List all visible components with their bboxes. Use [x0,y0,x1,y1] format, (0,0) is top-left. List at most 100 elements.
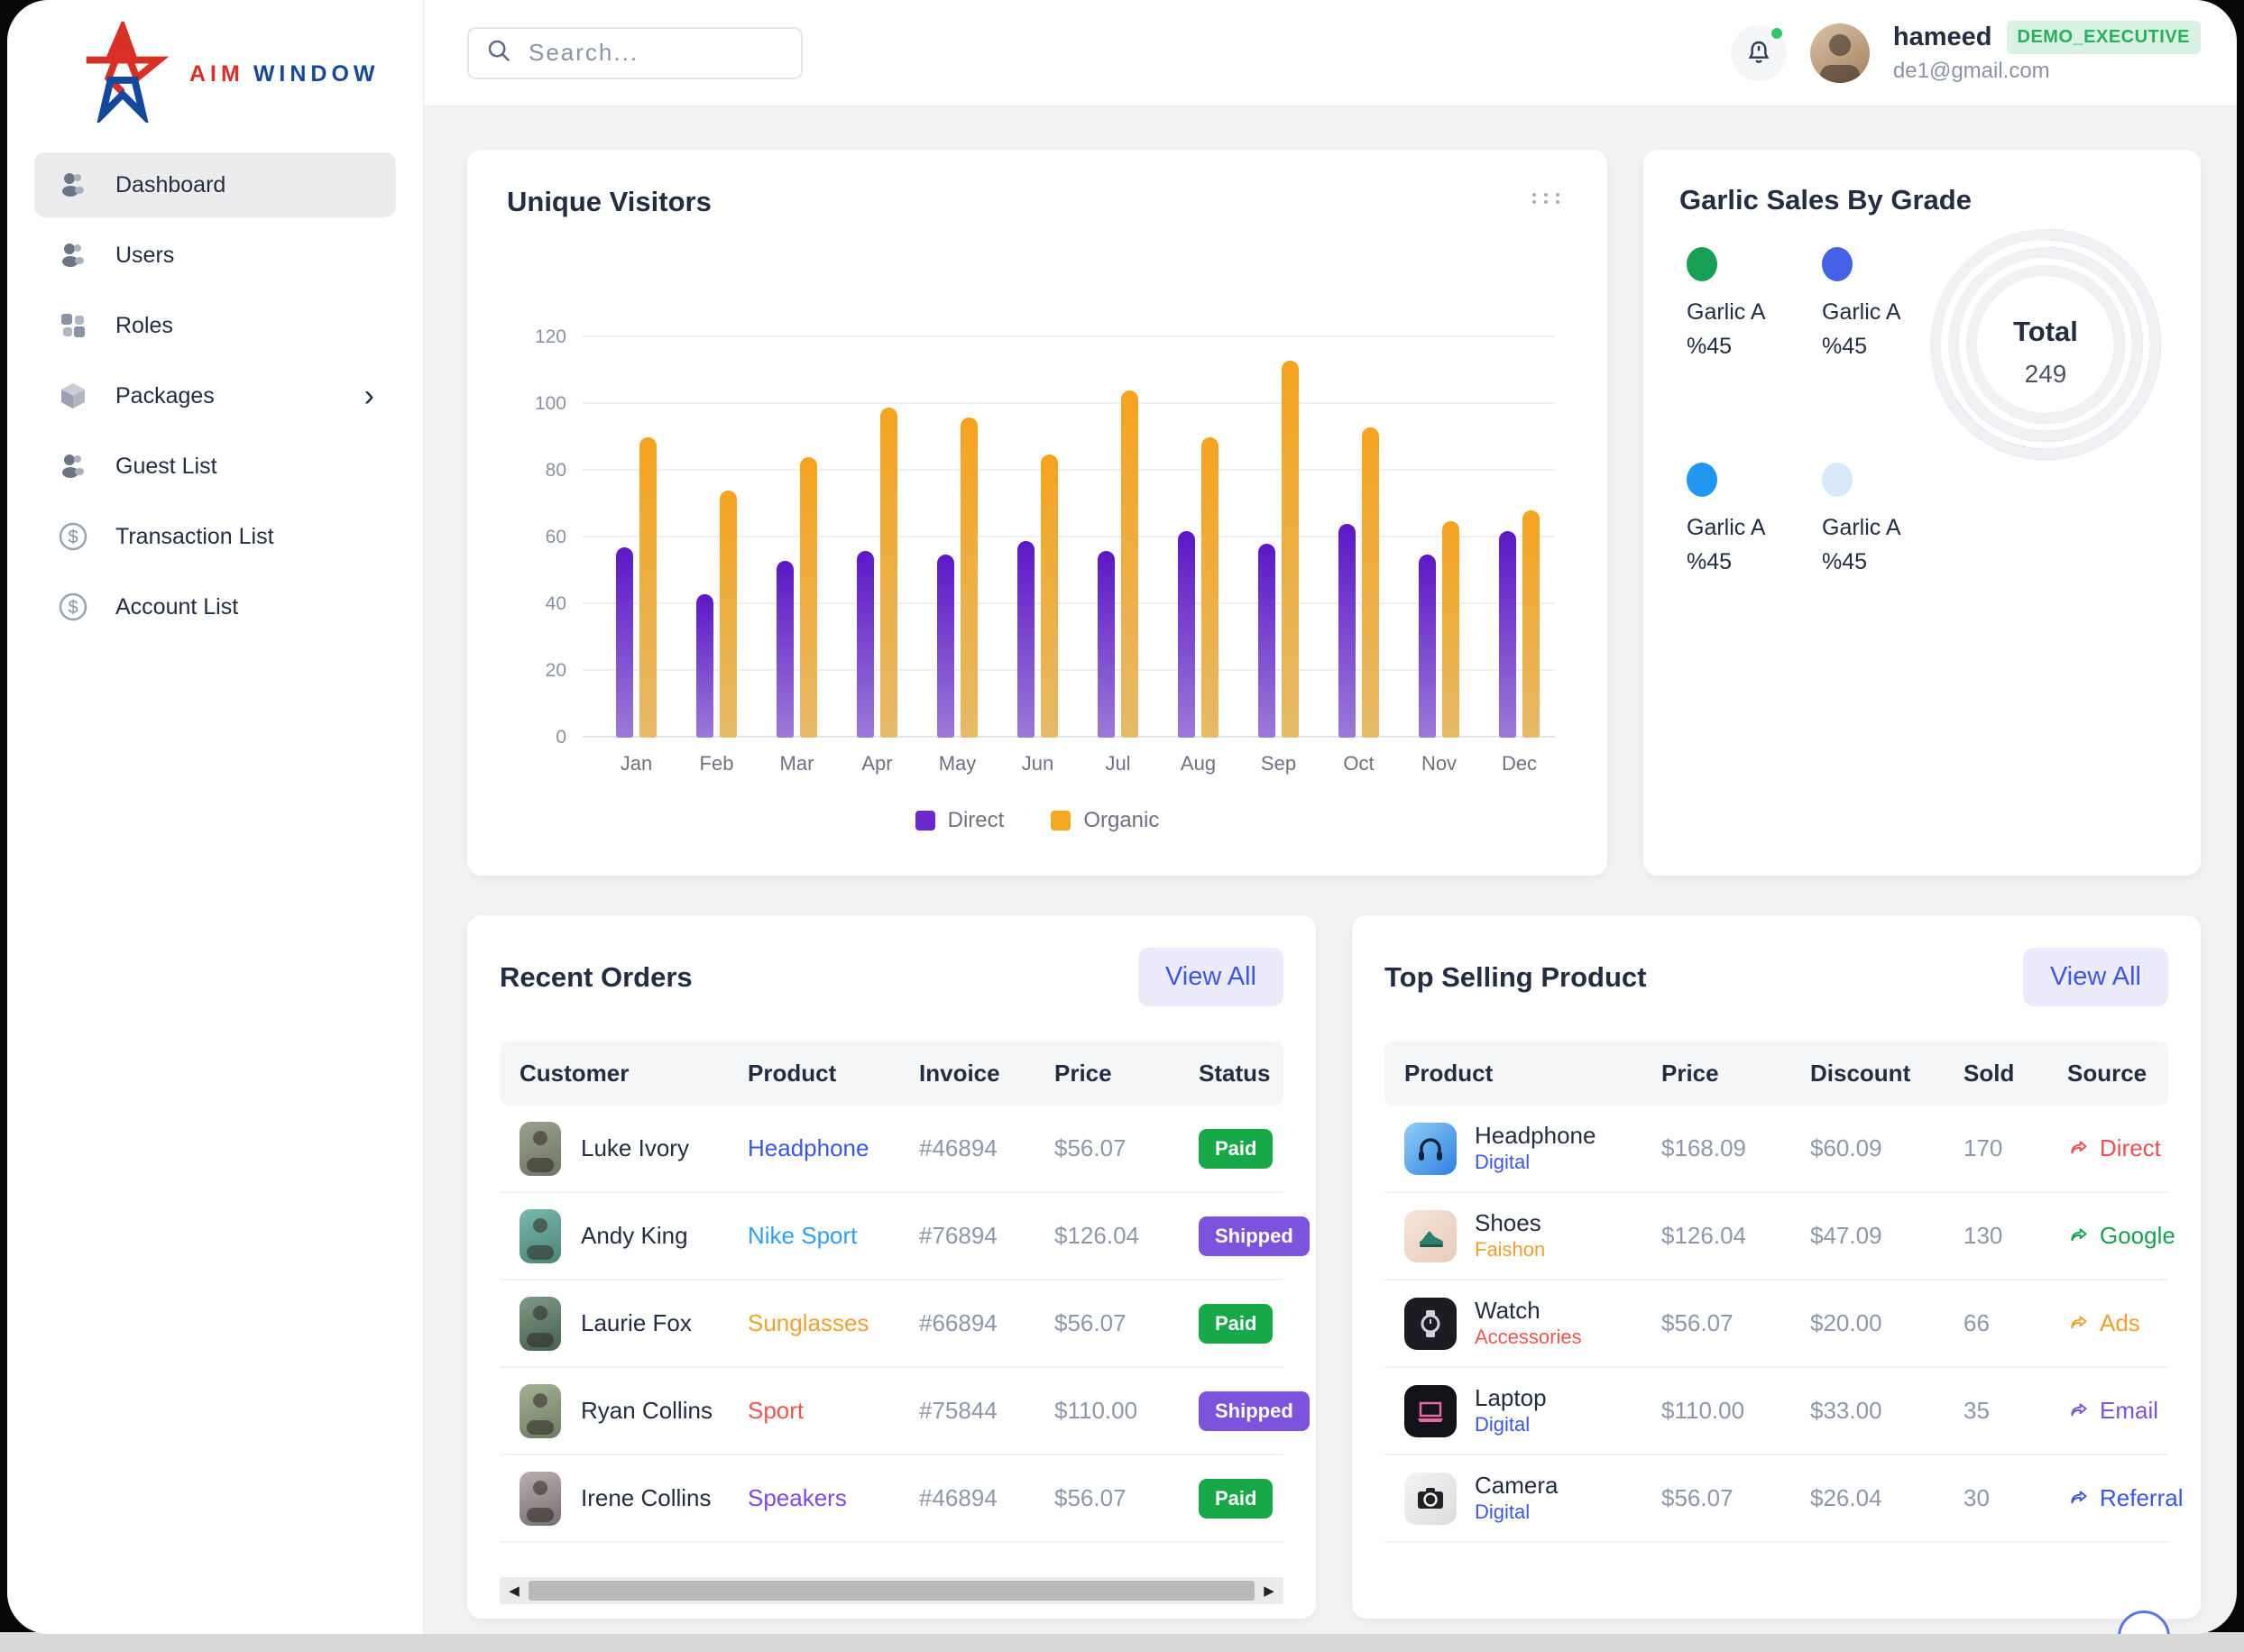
users-icon [56,449,90,483]
source-link[interactable]: Google [2067,1222,2193,1250]
direct-bar-nov[interactable] [1419,555,1436,739]
price-value: $56.07 [1661,1484,1810,1512]
product-row-camera[interactable]: CameraDigital$56.07$26.0430Referral [1384,1455,2168,1543]
y-axis-tick: 80 [514,460,566,482]
customer-name: Irene Collins [581,1484,712,1512]
legend-dot [1687,463,1717,497]
order-row-ryan-collins[interactable]: Ryan CollinsSport#75844$110.00Shipped [500,1368,1283,1455]
product-row-shoes[interactable]: ShoesFaishon$126.04$47.09130Google [1384,1193,2168,1280]
organic-bar-jul[interactable] [1121,390,1138,738]
direct-bar-dec[interactable] [1499,531,1516,738]
legend-label: Garlic A %45 [1687,511,1777,579]
direct-bar-mar[interactable] [777,561,794,738]
recent-orders-header-row: CustomerProductInvoicePriceStatus [500,1041,1283,1106]
customer-name: Luke Ivory [581,1134,689,1162]
price-value: $168.09 [1661,1134,1810,1162]
sidebar-item-packages[interactable]: Packages› [34,363,396,428]
role-badge: DEMO_EXECUTIVE [2007,21,2201,54]
organic-bar-sep[interactable] [1282,361,1299,738]
scroll-right-icon[interactable]: ▶ [1255,1583,1283,1599]
app-window: AIMWINDOW DashboardUsersRolesPackages› Gu… [7,0,2237,1634]
customer-avatar [520,1209,561,1263]
organic-bar-aug[interactable] [1201,437,1219,738]
status-cell: Paid [1199,1304,1307,1344]
product-link[interactable]: Sunglasses [748,1309,919,1337]
grid-icon [56,308,90,343]
x-tick-jul: Jul [1097,752,1139,776]
search-input[interactable] [527,38,785,68]
donut-total-value: 249 [2025,360,2067,388]
source-link[interactable]: Email [2067,1397,2193,1425]
product-category[interactable]: Faishon [1475,1237,1545,1263]
cube-icon [56,379,90,413]
user-info[interactable]: hameed DEMO_EXECUTIVE de1@gmail.com [1893,21,2201,85]
sidebar-item-account-list[interactable]: $Account List [34,574,396,639]
direct-bar-jun[interactable] [1017,541,1035,738]
organic-bar-jan[interactable] [639,437,657,738]
organic-bar-may[interactable] [961,418,978,738]
product-category[interactable]: Digital [1475,1412,1547,1438]
product-row-headphone[interactable]: HeadphoneDigital$168.09$60.09170Direct [1384,1106,2168,1193]
organic-bar-oct[interactable] [1362,427,1379,738]
product-row-watch[interactable]: WatchAccessories$56.07$20.0066Ads [1384,1280,2168,1368]
organic-bar-apr[interactable] [880,408,897,738]
dollar-icon: $ [56,590,90,624]
product-cell: LaptopDigital [1404,1384,1661,1438]
x-tick-mar: Mar [776,752,818,776]
scrollbar-thumb[interactable] [529,1581,1255,1601]
product-category[interactable]: Digital [1475,1150,1596,1176]
direct-bar-jul[interactable] [1098,551,1115,738]
sidebar-item-guest-list[interactable]: Guest List [34,434,396,499]
top-selling-view-all-button[interactable]: View All [2023,948,2168,1006]
user-avatar[interactable] [1810,23,1870,83]
organic-bar-jun[interactable] [1041,454,1058,739]
price-value: $110.00 [1054,1397,1199,1425]
product-link[interactable]: Headphone [748,1134,919,1162]
card-menu-icon[interactable] [1532,193,1564,204]
product-row-laptop[interactable]: LaptopDigital$110.00$33.0035Email [1384,1368,2168,1455]
direct-bar-aug[interactable] [1178,531,1195,738]
main-area: hameed DEMO_EXECUTIVE de1@gmail.com Uniq… [424,0,2237,1634]
legend-label: Garlic A %45 [1822,296,1912,363]
sidebar-item-roles[interactable]: Roles [34,293,396,358]
source-link[interactable]: Referral [2067,1484,2193,1512]
legend-swatch [1051,811,1071,831]
organic-bar-dec[interactable] [1522,510,1540,738]
product-link[interactable]: Speakers [748,1484,919,1512]
source-link[interactable]: Ads [2067,1309,2193,1337]
sidebar-item-dashboard[interactable]: Dashboard [34,152,396,217]
product-category[interactable]: Accessories [1475,1325,1582,1351]
sidebar-item-transaction-list[interactable]: $Transaction List [34,504,396,569]
product-category[interactable]: Digital [1475,1500,1558,1526]
order-row-irene-collins[interactable]: Irene CollinsSpeakers#46894$56.07Paid [500,1455,1283,1543]
unique-visitors-title: Unique Visitors [507,186,1568,218]
order-row-luke-ivory[interactable]: Luke IvoryHeadphone#46894$56.07Paid [500,1106,1283,1193]
source-link[interactable]: Direct [2067,1134,2193,1162]
sidebar-item-users[interactable]: Users [34,223,396,288]
bar-group-jul [1097,390,1139,738]
direct-bar-may[interactable] [937,555,954,739]
status-badge: Paid [1199,1479,1273,1519]
direct-bar-oct[interactable] [1338,524,1356,738]
x-tick-aug: Aug [1177,752,1219,776]
direct-bar-sep[interactable] [1258,544,1275,738]
topbar: hameed DEMO_EXECUTIVE de1@gmail.com [424,0,2237,106]
y-axis-tick: 120 [514,326,566,348]
recent-orders-view-all-button[interactable]: View All [1138,948,1283,1006]
direct-bar-feb[interactable] [696,594,713,738]
organic-bar-nov[interactable] [1442,521,1459,739]
app-logo[interactable]: AIMWINDOW [7,0,423,140]
direct-bar-apr[interactable] [857,551,874,738]
customer-avatar [520,1122,561,1176]
product-link[interactable]: Sport [748,1397,919,1425]
organic-bar-mar[interactable] [800,457,817,738]
order-row-andy-king[interactable]: Andy KingNike Sport#76894$126.04Shipped [500,1193,1283,1280]
user-cluster: hameed DEMO_EXECUTIVE de1@gmail.com [1731,21,2201,85]
direct-bar-jan[interactable] [616,547,633,738]
scroll-left-icon[interactable]: ◀ [500,1583,529,1599]
organic-bar-feb[interactable] [720,491,737,738]
sidebar-item-label: Guest List [115,454,217,480]
order-row-laurie-fox[interactable]: Laurie FoxSunglasses#66894$56.07Paid [500,1280,1283,1368]
product-link[interactable]: Nike Sport [748,1222,919,1250]
notifications-button[interactable] [1731,25,1787,81]
